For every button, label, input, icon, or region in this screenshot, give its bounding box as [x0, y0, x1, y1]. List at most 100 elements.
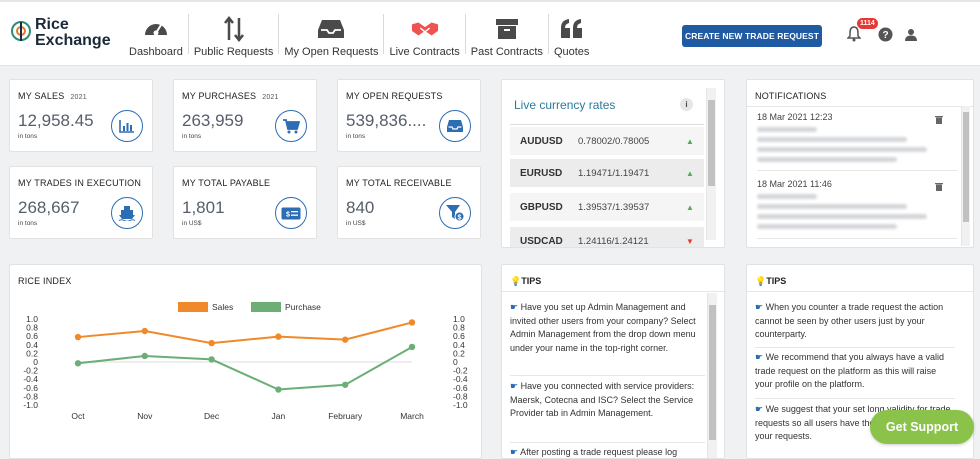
- data-point: [208, 356, 215, 363]
- divider: [757, 238, 957, 239]
- logo-text: Rice Exchange: [35, 17, 111, 49]
- updown-arrows-icon: [220, 14, 248, 44]
- currency-scrollbar[interactable]: [706, 88, 716, 240]
- currency-row[interactable]: EURUSD 1.19471/1.19471 ▲: [510, 159, 704, 187]
- get-support-button[interactable]: Get Support: [870, 410, 974, 444]
- handshake-icon: [411, 14, 439, 44]
- stat-value: 840: [346, 198, 375, 217]
- stat-value: 268,667: [18, 198, 80, 217]
- divider: [510, 442, 705, 443]
- tips-title-text: TIPS: [521, 276, 542, 286]
- tip-item: ☛ After posting a trade request please l…: [510, 446, 705, 458]
- scrollbar-thumb[interactable]: [963, 112, 969, 222]
- top-header: Rice Exchange Dashboard Public Requests …: [0, 0, 980, 66]
- pointing-hand-icon: ☛: [755, 302, 766, 312]
- stat-unit: in US$: [346, 220, 366, 227]
- stat-card-my-sales[interactable]: MY SALES 2021 12,958.45 in tons: [9, 79, 153, 152]
- tip-item: ☛ We recommend that you always have a va…: [755, 351, 955, 392]
- pointing-hand-icon: ☛: [755, 404, 766, 414]
- pointing-hand-icon: ☛: [510, 302, 521, 312]
- pointing-hand-icon: ☛: [510, 447, 521, 457]
- data-point: [342, 381, 349, 388]
- y-tick-label-left: 1.0: [26, 314, 38, 324]
- nav-my-open-requests[interactable]: My Open Requests: [279, 2, 383, 66]
- gauge-icon: [142, 14, 170, 44]
- stat-card-total-receivable[interactable]: MY TOTAL RECEIVABLE 840 in US$ $: [337, 166, 481, 239]
- y-tick-label-left: 0.4: [26, 340, 38, 350]
- tip-item: ☛ Have you set up Admin Management and i…: [510, 301, 705, 355]
- tip-text: We recommend that you always have a vali…: [755, 352, 945, 389]
- tips-title-text: TIPS: [766, 276, 787, 286]
- svg-text:$: $: [286, 211, 290, 218]
- info-icon[interactable]: i: [680, 98, 693, 111]
- nav-dashboard[interactable]: Dashboard: [124, 2, 188, 66]
- nav-public-requests[interactable]: Public Requests: [189, 2, 279, 66]
- currency-row[interactable]: GBPUSD 1.39537/1.39537 ▲: [510, 193, 704, 221]
- notifications-scrollbar[interactable]: [961, 106, 970, 246]
- stat-title: MY SALES 2021: [18, 91, 87, 101]
- y-tick-label-right: -1.0: [453, 400, 468, 410]
- nav-quotes[interactable]: Quotes: [549, 2, 594, 66]
- redacted-text: [757, 194, 817, 199]
- scrollbar-thumb[interactable]: [709, 305, 716, 440]
- currency-rate: 0.78002/0.78005: [578, 135, 650, 147]
- tips-scrollbar[interactable]: [707, 293, 717, 458]
- tip-text: When you counter a trade request the act…: [755, 302, 944, 339]
- data-point: [74, 360, 82, 367]
- divider: [510, 375, 705, 376]
- currency-pair: EURUSD: [520, 167, 563, 179]
- nav-divider: [464, 14, 466, 54]
- x-tick-label: Dec: [204, 411, 220, 421]
- currency-rate: 1.24116/1.24121: [578, 235, 649, 247]
- stat-title-text: MY SALES: [18, 91, 65, 101]
- series-line: [77, 346, 413, 391]
- bell-icon[interactable]: [844, 24, 864, 44]
- stat-card-total-payable[interactable]: MY TOTAL PAYABLE 1,801 in US$ $: [173, 166, 317, 239]
- stat-card-trades-in-execution[interactable]: MY TRADES IN EXECUTION 268,667 in tons: [9, 166, 153, 239]
- trend-up-icon: ▲: [686, 136, 694, 146]
- scrollbar-thumb[interactable]: [708, 100, 715, 186]
- logo-line-1: Rice: [35, 16, 69, 33]
- currency-row[interactable]: USDCAD 1.24116/1.24121 ▼: [510, 227, 704, 247]
- y-tick-label-left: 0.8: [26, 323, 38, 333]
- lightbulb-icon: 💡: [510, 276, 522, 286]
- currency-row[interactable]: AUDUSD 0.78002/0.78005 ▲: [510, 127, 704, 155]
- stat-value: 263,959: [182, 111, 244, 130]
- tip-text: After posting a trade request please log: [520, 447, 678, 457]
- tips-title: 💡TIPS: [510, 276, 541, 287]
- user-icon[interactable]: [901, 24, 921, 44]
- nav-live-contracts[interactable]: Live Contracts: [384, 2, 464, 66]
- rice-index-title: RICE INDEX: [18, 276, 72, 286]
- data-point: [141, 352, 148, 360]
- create-trade-request-button[interactable]: CREATE NEW TRADE REQUEST: [682, 25, 822, 47]
- nav-past-contracts[interactable]: Past Contracts: [466, 2, 548, 66]
- y-tick-label-right: 1.0: [453, 314, 465, 324]
- stat-card-my-open-requests[interactable]: MY OPEN REQUESTS 539,836.... in tons: [337, 79, 481, 152]
- stat-unit: in tons: [18, 133, 38, 140]
- archive-box-icon: [493, 14, 521, 44]
- y-tick-label-right: 0.4: [453, 340, 465, 350]
- redacted-text: [757, 157, 897, 162]
- y-tick-label-left: 0.2: [26, 348, 38, 358]
- y-tick-label-left: 0.6: [26, 331, 38, 341]
- y-tick-label-right: -0.2: [453, 366, 468, 376]
- tips-title: 💡TIPS: [755, 276, 786, 287]
- notification-item[interactable]: 18 Mar 2021 12:23: [757, 112, 957, 162]
- stat-card-my-purchases[interactable]: MY PURCHASES 2021 263,959 in tons: [173, 79, 317, 152]
- data-point: [408, 319, 416, 326]
- tips-card-left: 💡TIPS ☛ Have you set up Admin Management…: [501, 264, 725, 459]
- divider: [747, 106, 973, 107]
- rice-exchange-logo[interactable]: Rice Exchange: [9, 16, 121, 56]
- stat-unit: in tons: [346, 133, 366, 140]
- help-icon[interactable]: ?: [875, 24, 895, 44]
- trash-icon[interactable]: [935, 115, 943, 124]
- trash-icon[interactable]: [935, 182, 943, 191]
- notification-date: 18 Mar 2021 12:23: [757, 112, 833, 122]
- data-point: [275, 333, 282, 340]
- notification-item[interactable]: 18 Mar 2021 11:46: [757, 179, 957, 229]
- notifications-title: NOTIFICATIONS: [755, 91, 827, 101]
- stat-title-text: MY PURCHASES: [182, 91, 257, 101]
- tip-item: ☛ We suggest that your set long validity…: [755, 403, 955, 444]
- data-point: [74, 333, 82, 341]
- y-tick-label-right: 0.8: [453, 323, 465, 333]
